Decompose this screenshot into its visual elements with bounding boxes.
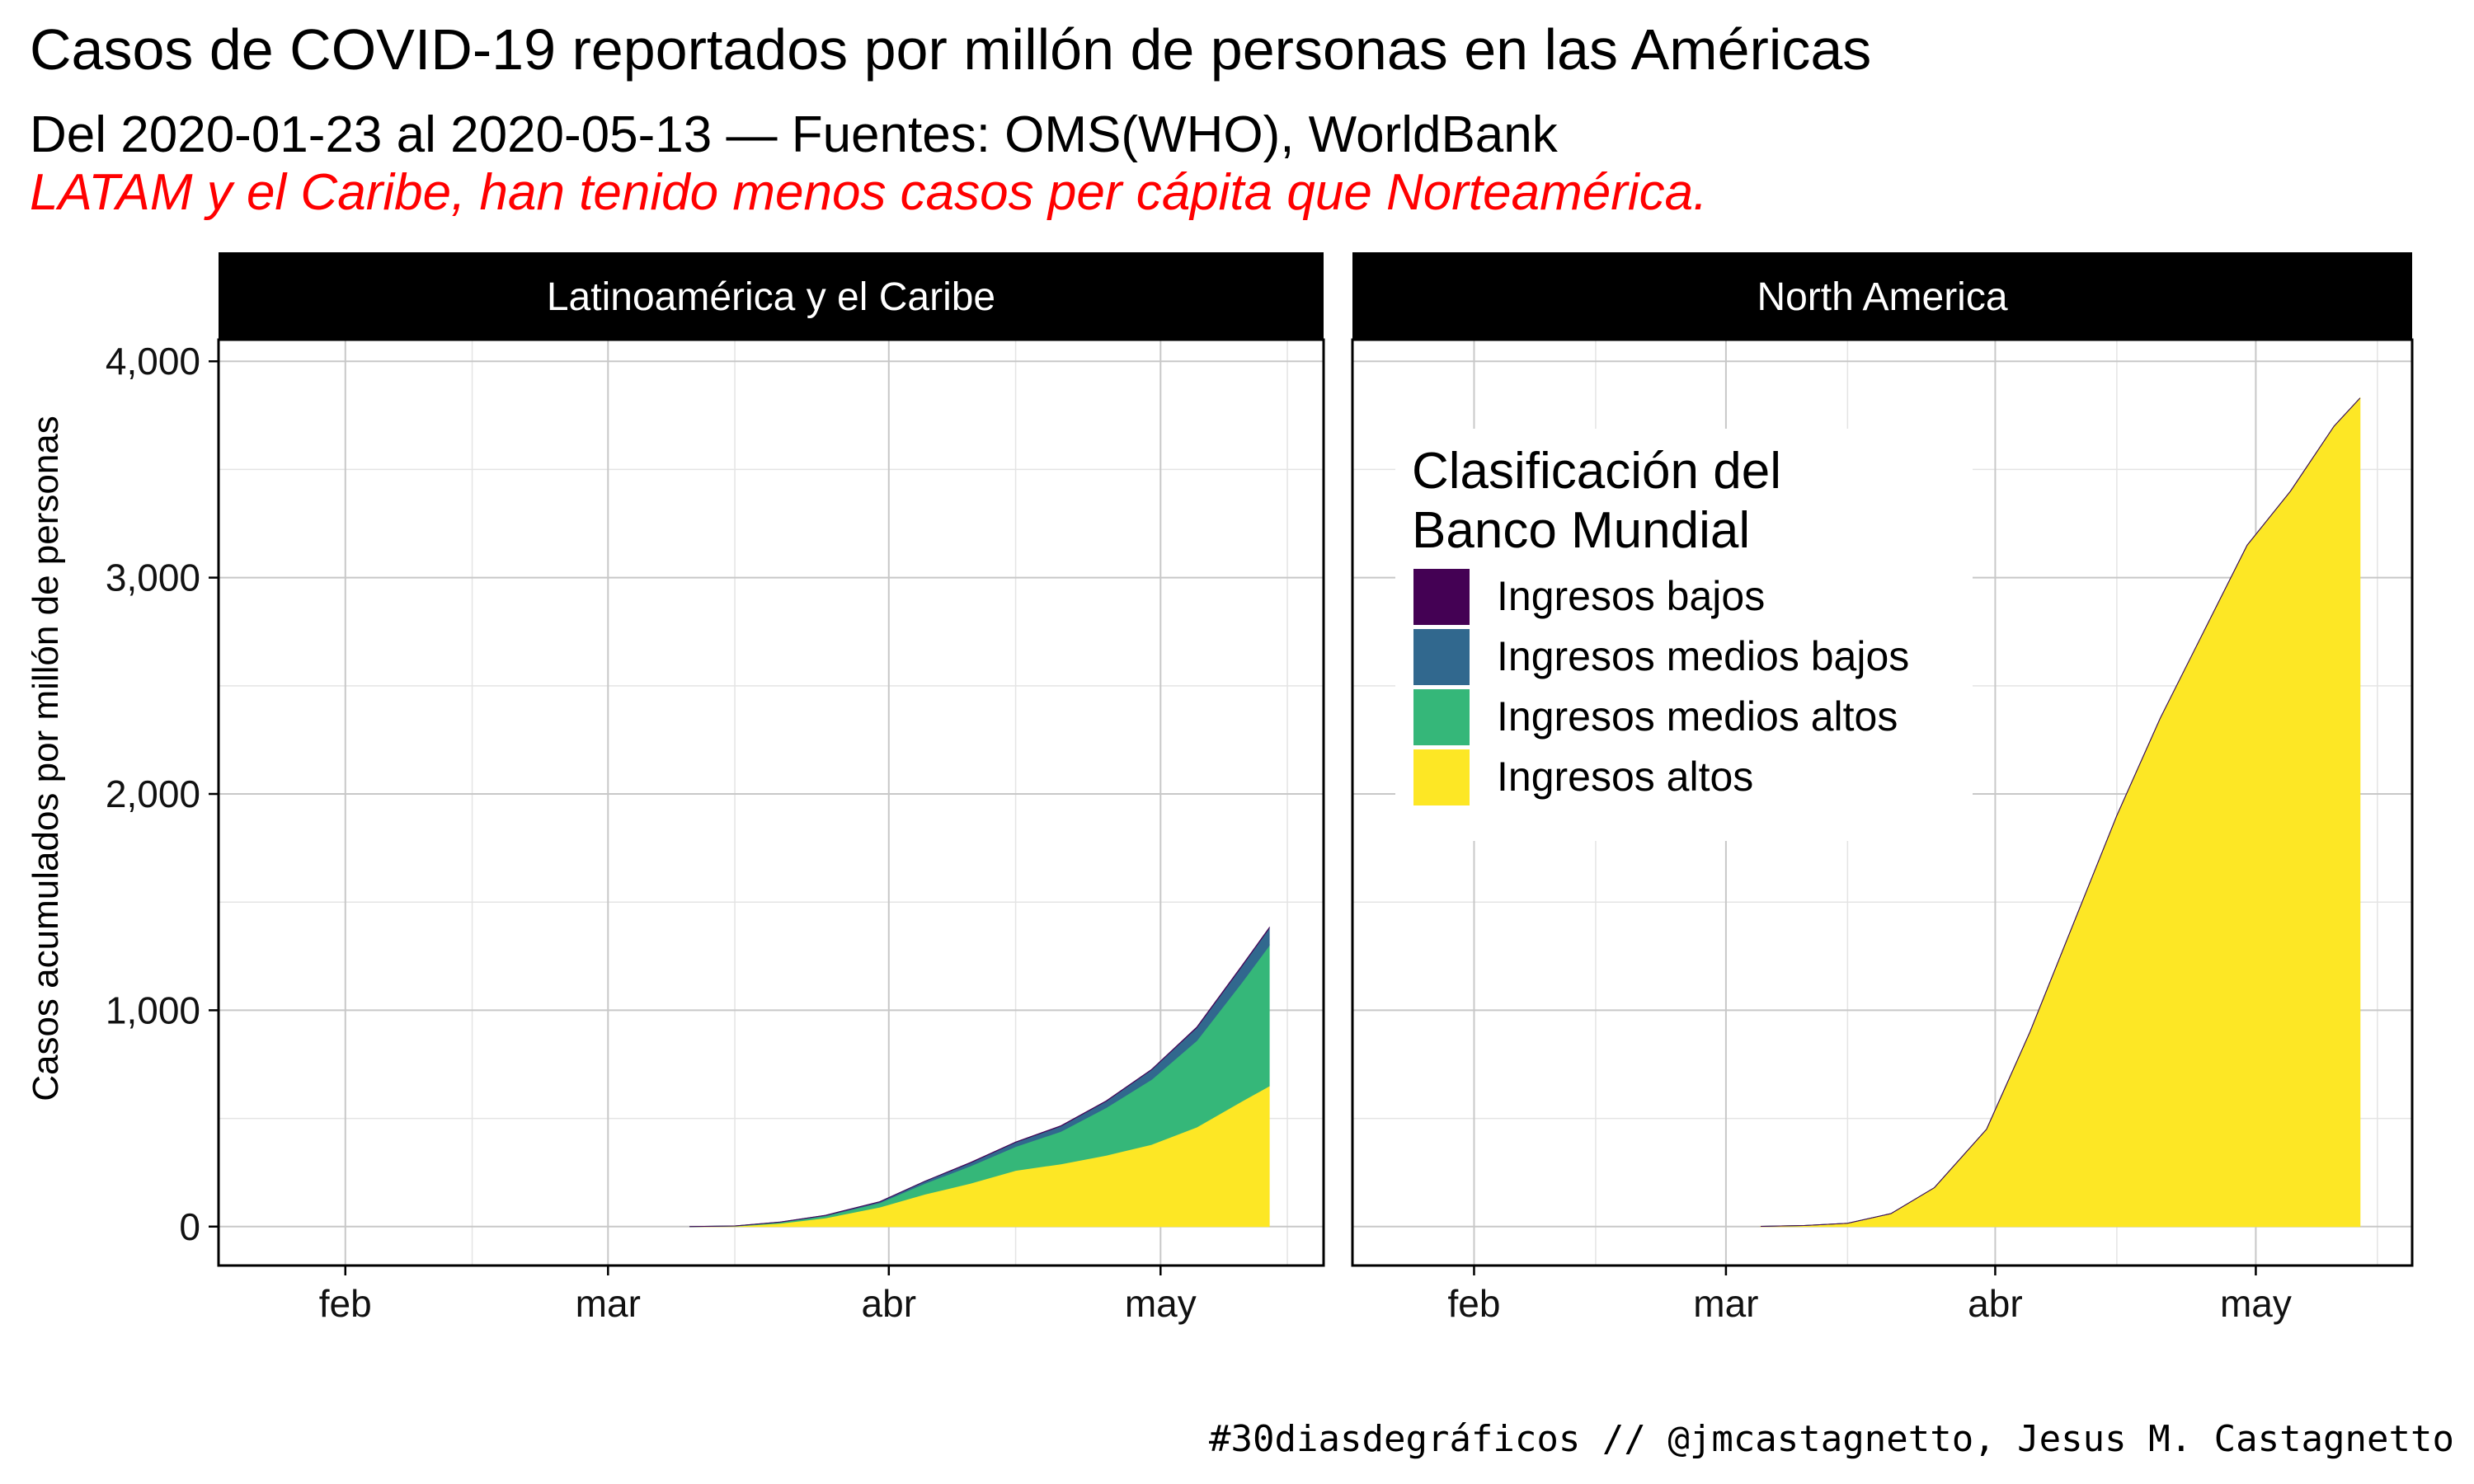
x-tick-label: feb — [319, 1282, 372, 1325]
panel-border — [1351, 338, 2414, 1267]
x-tick-label: mar — [1693, 1282, 1758, 1325]
y-axis-title: Casos acumulados por millón de personas — [26, 416, 66, 1101]
panel-border — [217, 338, 1325, 1267]
x-tick-label: abr — [862, 1282, 916, 1325]
y-tick-label: 2,000 — [106, 773, 200, 815]
x-tick-label: may — [2220, 1282, 2292, 1325]
chart-caption: #30diasdegráficos // @jmcastagnetto, Jes… — [1209, 1418, 2454, 1460]
legend-swatch — [1413, 749, 1470, 805]
facet-strip-label: North America — [1757, 275, 2007, 319]
area-ingresos-bajos — [689, 926, 1270, 1228]
legend-title: Clasificación del — [1412, 443, 1781, 500]
legend-swatch — [1413, 629, 1470, 685]
legend-label: Ingresos bajos — [1497, 573, 1765, 619]
legend-label: Ingresos medios altos — [1497, 693, 1898, 740]
y-tick-label: 3,000 — [106, 556, 200, 599]
x-tick-label: feb — [1447, 1282, 1500, 1325]
y-tick-label: 0 — [179, 1205, 200, 1248]
facet-strip — [219, 252, 1324, 340]
y-tick-label: 4,000 — [106, 340, 200, 383]
x-tick-label: abr — [1968, 1282, 2022, 1325]
legend-title: Banco Mundial — [1412, 502, 1750, 559]
legend-swatch — [1413, 569, 1470, 625]
chart-title: Casos de COVID-19 reportados por millón … — [30, 17, 1872, 82]
chart-annotation: LATAM y el Caribe, han tenido menos caso… — [30, 164, 1708, 221]
x-tick-label: may — [1125, 1282, 1197, 1325]
legend-label: Ingresos altos — [1497, 754, 1753, 800]
chart-subtitle: Del 2020-01-23 al 2020-05-13 — Fuentes: … — [30, 106, 1558, 163]
legend-swatch — [1413, 689, 1470, 745]
facet-strip — [1352, 252, 2412, 340]
legend-background — [1395, 429, 1973, 841]
x-tick-label: mar — [576, 1282, 641, 1325]
facet-strip-label: Latinoamérica y el Caribe — [547, 275, 995, 319]
area-ingresos-bajos — [1760, 397, 2361, 1227]
y-tick-label: 1,000 — [106, 989, 200, 1031]
legend-label: Ingresos medios bajos — [1497, 633, 1909, 679]
